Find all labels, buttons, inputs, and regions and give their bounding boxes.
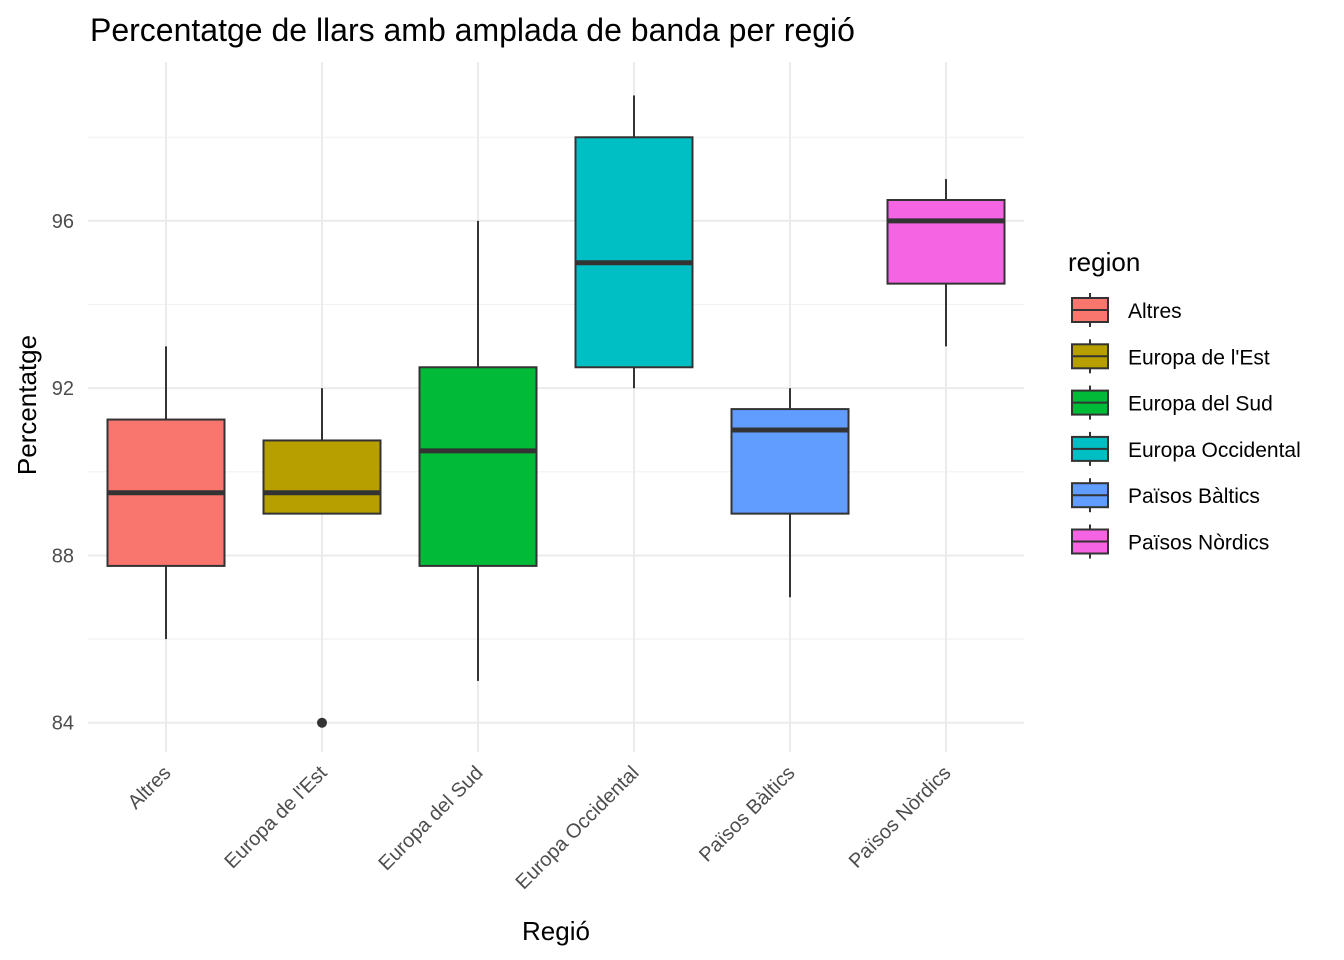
box-body	[730, 408, 850, 515]
box-2	[418, 220, 538, 681]
box-5	[886, 179, 1006, 347]
legend-label: Europa de l'Est	[1128, 346, 1270, 369]
legend-item: Països Nòrdics	[1071, 524, 1269, 559]
legend-item: Altres	[1071, 293, 1182, 327]
legend-label: Europa del Sud	[1128, 393, 1273, 416]
outlier-point	[317, 717, 327, 728]
box-4	[730, 388, 850, 598]
chart-title: Percentatge de llars amb amplada de band…	[90, 12, 855, 48]
boxes	[106, 95, 1006, 728]
box-body	[574, 136, 694, 369]
box-1	[262, 388, 382, 728]
y-tick-label: 88	[52, 545, 74, 567]
legend-label: Països Nòrdics	[1128, 532, 1269, 555]
legend-label: Europa Occidental	[1128, 439, 1301, 462]
box-body	[262, 439, 382, 515]
y-tick-label: 96	[52, 211, 74, 233]
grid	[88, 62, 1024, 752]
x-tick-label: Europa de l'Est	[221, 762, 332, 873]
x-axis-title: Regió	[522, 916, 590, 946]
y-tick-label: 84	[52, 713, 74, 735]
x-tick-label: Europa Occidental	[512, 762, 644, 894]
legend-item: Europa de l'Est	[1071, 339, 1270, 374]
x-tick-label: Europa del Sud	[374, 762, 487, 875]
x-axis: Altres Europa de l'Est Europa del Sud Europ…	[124, 762, 956, 894]
y-tick-label: 92	[52, 378, 74, 400]
x-tick-label: Països Nòrdics	[845, 762, 956, 873]
box-3	[574, 95, 694, 389]
legend-label: Altres	[1128, 300, 1182, 323]
y-axis-title: Percentatge	[12, 335, 42, 475]
legend: region Altres Europa de l'Est Europa del S…	[1068, 247, 1301, 559]
legend-item: Europa Occidental	[1071, 431, 1301, 466]
x-tick-label: Altres	[124, 762, 176, 814]
legend-item: Països Bàltics	[1071, 478, 1260, 513]
legend-title: region	[1068, 247, 1140, 277]
legend-label: Països Bàltics	[1128, 485, 1260, 508]
box-0	[106, 346, 226, 640]
y-axis: 84 88 92 96	[52, 211, 74, 735]
x-tick-label: Països Bàltics	[695, 762, 799, 866]
box-body	[418, 366, 538, 567]
legend-item: Europa del Sud	[1071, 385, 1273, 420]
box-body	[886, 199, 1006, 285]
